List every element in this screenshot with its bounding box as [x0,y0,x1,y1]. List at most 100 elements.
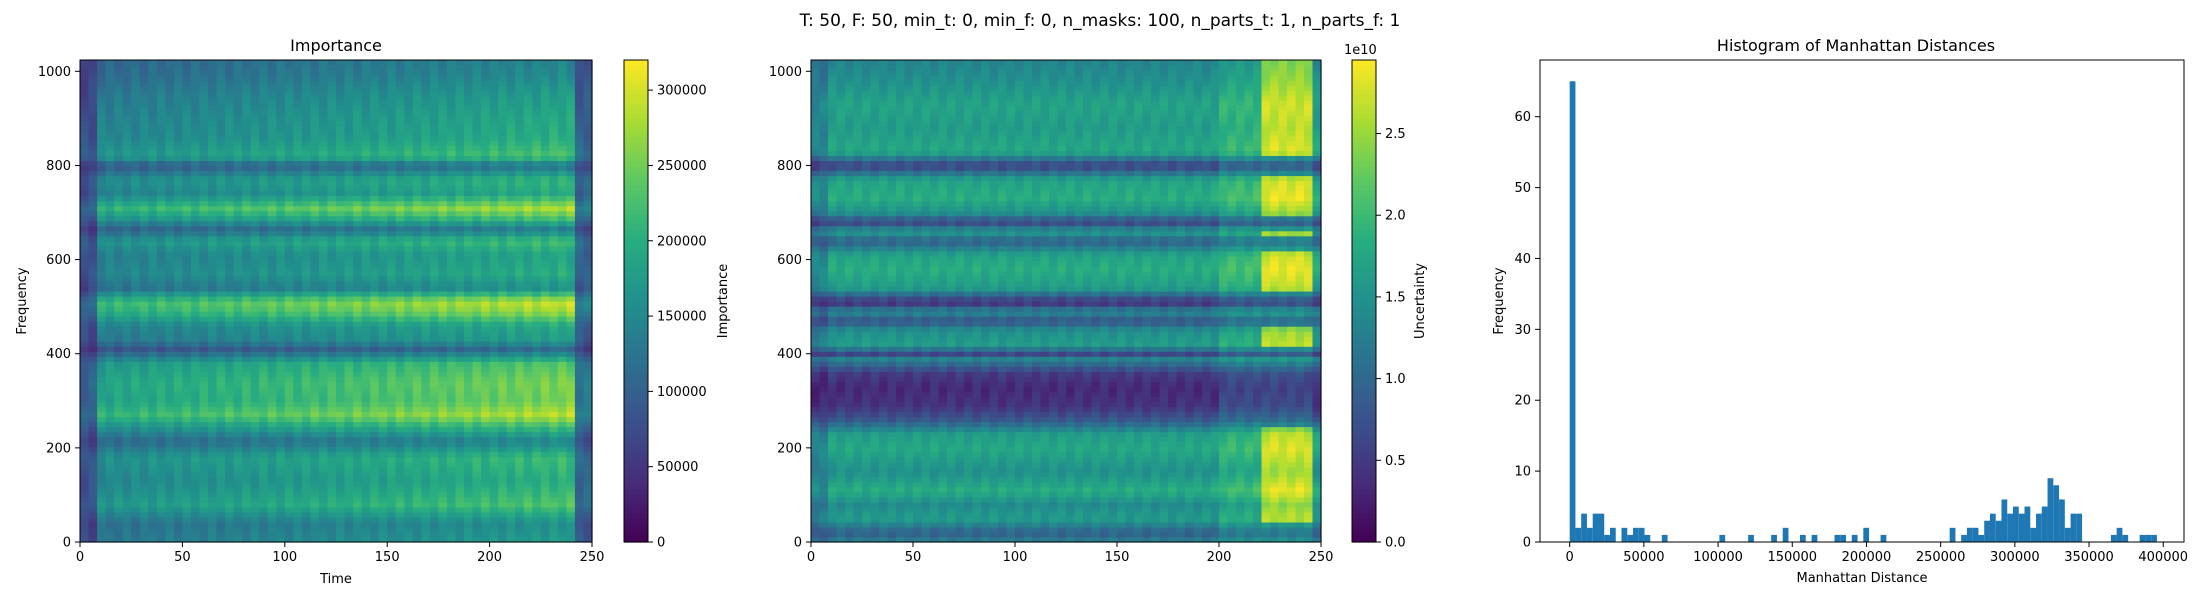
heatmap-cell [421,406,430,412]
heatmap-cell [566,301,575,307]
heatmap-cell [524,422,533,428]
heatmap-cell [148,251,157,257]
heatmap-cell [140,477,149,483]
heatmap-cell [234,246,243,252]
heatmap-cell [524,241,533,247]
heatmap-cell [97,381,106,387]
heatmap-cell [558,507,567,513]
heatmap-cell [123,165,132,171]
heatmap-cell [97,150,106,156]
heatmap-cell [430,401,439,407]
heatmap-cell [379,386,388,392]
heatmap-cell [182,221,191,227]
heatmap-cell [80,472,89,478]
heatmap-cell [276,517,285,523]
heatmap-cell [302,130,311,136]
heatmap-cell [396,386,405,392]
heatmap-cell [327,256,336,262]
heatmap-cell [123,286,132,292]
heatmap-cell [524,306,533,312]
heatmap-cell [123,482,132,488]
heatmap-cell [285,442,294,448]
heatmap-cell [421,331,430,337]
heatmap-cell [268,201,277,207]
heatmap-cell [148,165,157,171]
heatmap-cell [242,140,251,146]
heatmap-cell [148,226,157,232]
heatmap-cell [157,467,166,473]
heatmap-cell [473,201,482,207]
heatmap-cell [490,160,499,166]
heatmap-cell [148,140,157,146]
heatmap-cell [336,165,345,171]
heatmap-cell [310,316,319,322]
heatmap-cell [148,366,157,372]
heatmap-cell [131,507,140,513]
importance-heatmap-panel: Importance 0 50 100 150 200 250 0200400600800… [15,36,731,587]
heatmap-cell [481,462,490,468]
heatmap-cell [131,381,140,387]
heatmap-cell [276,447,285,453]
heatmap-cell [259,286,268,292]
heatmap-cell [148,201,157,207]
heatmap-cell [89,181,98,187]
heatmap-cell [370,416,379,422]
heatmap-cell [481,236,490,242]
heatmap-cell [438,241,447,247]
heatmap-cell [106,306,115,312]
heatmap-cell [370,371,379,377]
heatmap-cell [387,472,396,478]
heatmap-cell [370,281,379,287]
heatmap-cell [404,281,413,287]
heatmap-cell [541,341,550,347]
heatmap-cell [123,391,132,397]
heatmap-cell [302,406,311,412]
heatmap-cell [490,130,499,136]
heatmap-cell [507,341,516,347]
heatmap-cell [387,211,396,217]
heatmap-cell [549,351,558,357]
heatmap-cell [558,246,567,252]
heatmap-cell [566,291,575,297]
heatmap-cell [80,391,89,397]
heatmap-cell [481,482,490,488]
heatmap-cell [370,422,379,428]
heatmap-cell [140,231,149,237]
heatmap-cell [549,296,558,302]
heatmap-cell [114,457,123,463]
heatmap-cell [310,296,319,302]
heatmap-cell [421,311,430,317]
heatmap-cell [242,437,251,443]
heatmap-cell [558,522,567,528]
heatmap-cell [217,361,226,367]
heatmap-cell [251,502,260,508]
heatmap-cell [310,311,319,317]
heatmap-cell [566,211,575,217]
heatmap-cell [507,221,516,227]
heatmap-cell [387,201,396,207]
heatmap-cell [217,502,226,508]
heatmap-cell [481,502,490,508]
heatmap-cell [89,331,98,337]
heatmap-cell [558,170,567,176]
heatmap-cell [89,251,98,257]
heatmap-cell [97,371,106,377]
heatmap-cell [199,386,208,392]
heatmap-cell [404,291,413,297]
heatmap-cell [362,462,371,468]
heatmap-cell [336,482,345,488]
heatmap-cell [165,160,174,166]
heatmap-cell [481,437,490,443]
heatmap-cell [455,170,464,176]
heatmap-cell [140,160,149,166]
heatmap-cell [583,321,592,327]
heatmap-cell [106,186,115,192]
heatmap-cell [379,527,388,533]
heatmap-cell [191,196,200,202]
heatmap-cell [293,140,302,146]
heatmap-cell [515,236,524,242]
heatmap-cell [97,256,106,262]
heatmap-cell [106,502,115,508]
heatmap-cell [455,416,464,422]
heatmap-cell [234,427,243,433]
